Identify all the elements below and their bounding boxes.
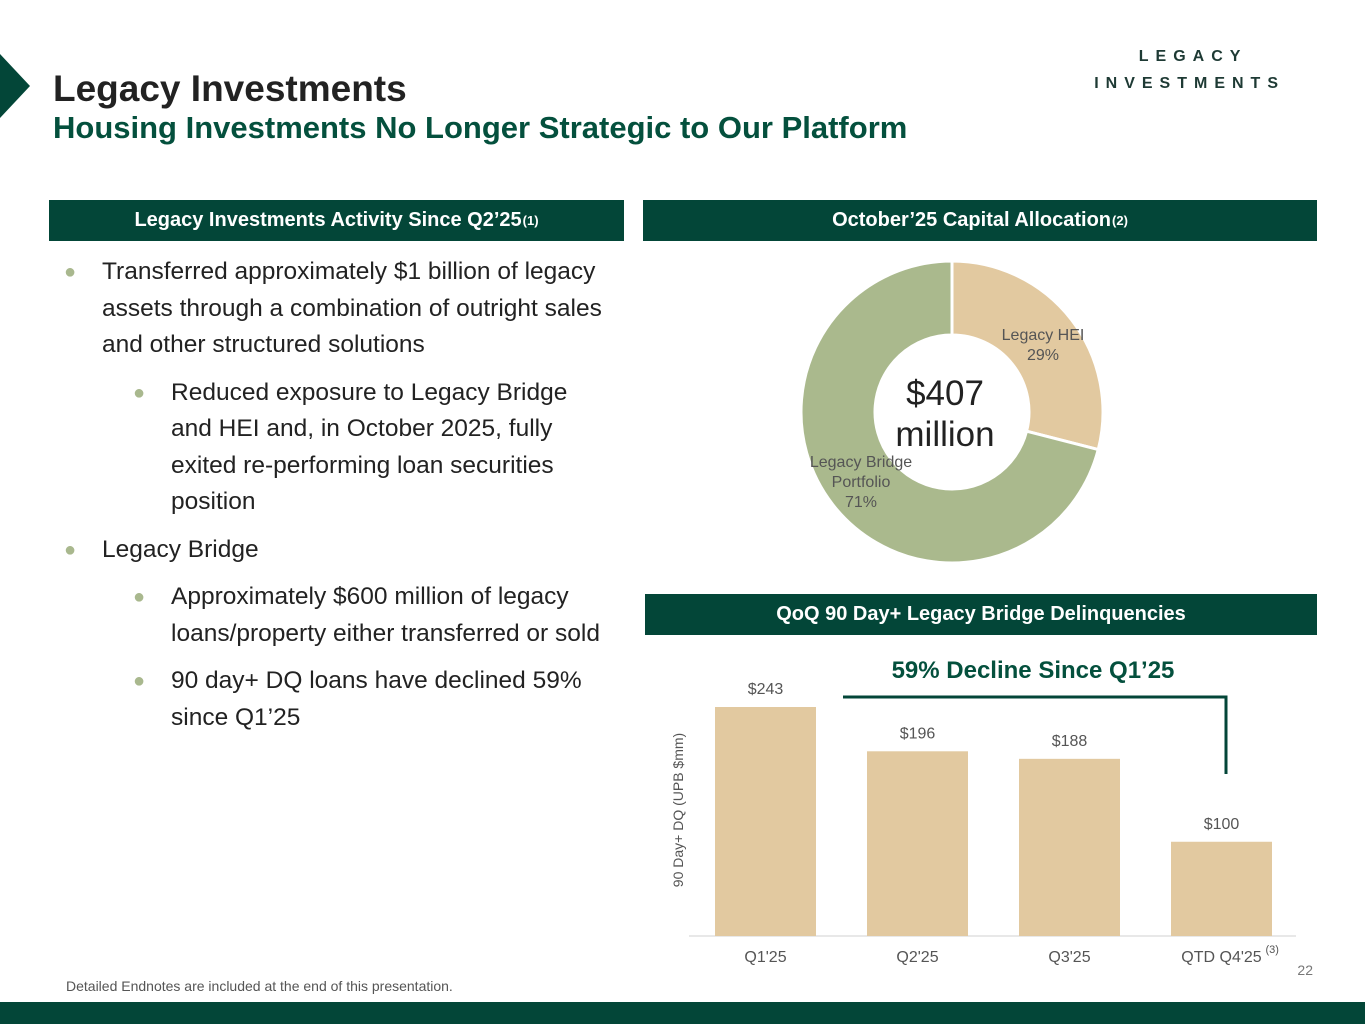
x-tick-label: QTD Q4'25 — [1181, 949, 1262, 966]
sub-bullet-item: ● Reduced exposure to Legacy Bridge and H… — [62, 375, 607, 521]
chart-annotation: 59% Decline Since Q1’25 — [892, 657, 1175, 684]
bar-2 — [1019, 758, 1120, 936]
x-tick-label: Q1'25 — [744, 949, 786, 966]
sub-bullet-item: ● 90 day+ DQ loans have declined 59% sinc… — [62, 663, 607, 736]
capital-allocation-donut-chart: $407 million Legacy HEI 29% Legacy Bridg… — [799, 259, 1105, 565]
donut-slice-legacy-hei — [950, 259, 1105, 452]
left-panel-heading: Legacy Investments Activity Since Q2’25(… — [49, 200, 624, 241]
bar-0 — [715, 707, 816, 936]
activity-bullet-list: ● Transferred approximately $1 billion of… — [62, 254, 607, 747]
bar-value-label: $188 — [1052, 733, 1088, 750]
bullet-text: Transferred approximately $1 billion of … — [102, 258, 602, 358]
left-panel-heading-note: (1) — [522, 213, 539, 228]
delinquency-bar-chart: 59% Decline Since Q1’25 90 Day+ DQ (UPB … — [670, 657, 1296, 966]
bullet-dot-icon: ● — [64, 261, 77, 283]
bullet-dot-icon: ● — [133, 670, 146, 692]
slice-pct-hei: 29% — [1027, 347, 1059, 364]
page-number: 22 — [1297, 962, 1313, 978]
slide-marker-chevron — [0, 54, 30, 118]
slice-label-bridge-line1: Legacy Bridge — [810, 454, 912, 471]
bullet-item: ● Transferred approximately $1 billion of… — [62, 254, 607, 364]
logo-line-2: INVESTMENTS — [1094, 75, 1285, 92]
bar-value-label: $243 — [748, 681, 784, 698]
donut-center-unit: million — [895, 415, 994, 454]
x-tick-label: Q3'25 — [1048, 949, 1090, 966]
bullet-dot-icon: ● — [133, 586, 146, 608]
donut-heading-note: (2) — [1112, 213, 1128, 228]
bar-1 — [867, 751, 968, 936]
bar-panel-heading: QoQ 90 Day+ Legacy Bridge Delinquencies — [645, 594, 1317, 635]
donut-center-value: $407 — [906, 374, 984, 413]
bullet-dot-icon: ● — [133, 381, 146, 404]
donut-panel-heading: October’25 Capital Allocation (2) — [643, 200, 1317, 241]
bullet-dot-icon: ● — [64, 538, 77, 561]
slice-pct-bridge: 71% — [845, 494, 877, 511]
slice-label-bridge-line2: Portfolio — [832, 474, 891, 491]
x-tick-label: Q2'25 — [896, 949, 938, 966]
slice-label-hei: Legacy HEI — [1002, 327, 1085, 344]
bar-3 — [1171, 841, 1272, 936]
logo-line-1: LEGACY — [1138, 48, 1248, 65]
x-tick-note: (3) — [1266, 944, 1279, 956]
bullet-text: Reduced exposure to Legacy Bridge and HE… — [171, 378, 568, 516]
bar-value-label: $100 — [1204, 816, 1240, 833]
page-subtitle: Housing Investments No Longer Strategic … — [53, 110, 908, 145]
bar-value-label: $196 — [900, 725, 936, 742]
bar-heading-text: QoQ 90 Day+ Legacy Bridge Delinquencies — [776, 603, 1186, 625]
company-logo: LEGACY INVESTMENTS — [1094, 48, 1285, 93]
page-title: Legacy Investments — [53, 68, 407, 109]
y-axis-label: 90 Day+ DQ (UPB $mm) — [670, 733, 686, 887]
bullet-text: 90 day+ DQ loans have declined 59% since… — [171, 667, 582, 731]
decline-bracket — [843, 695, 1228, 774]
footer-bar — [0, 1002, 1365, 1024]
endnotes-note: Detailed Endnotes are included at the en… — [66, 978, 453, 994]
bullet-text: Legacy Bridge — [102, 535, 259, 563]
donut-heading-text: October’25 Capital Allocation — [832, 209, 1112, 231]
donut-slice-legacy-bridge — [799, 259, 1101, 565]
bullet-text: Approximately $600 million of legacy loa… — [171, 583, 600, 647]
left-panel-heading-text: Legacy Investments Activity Since Q2’25 — [134, 209, 522, 231]
bullet-item: ● Legacy Bridge — [62, 532, 607, 569]
sub-bullet-item: ● Approximately $600 million of legacy lo… — [62, 579, 607, 652]
